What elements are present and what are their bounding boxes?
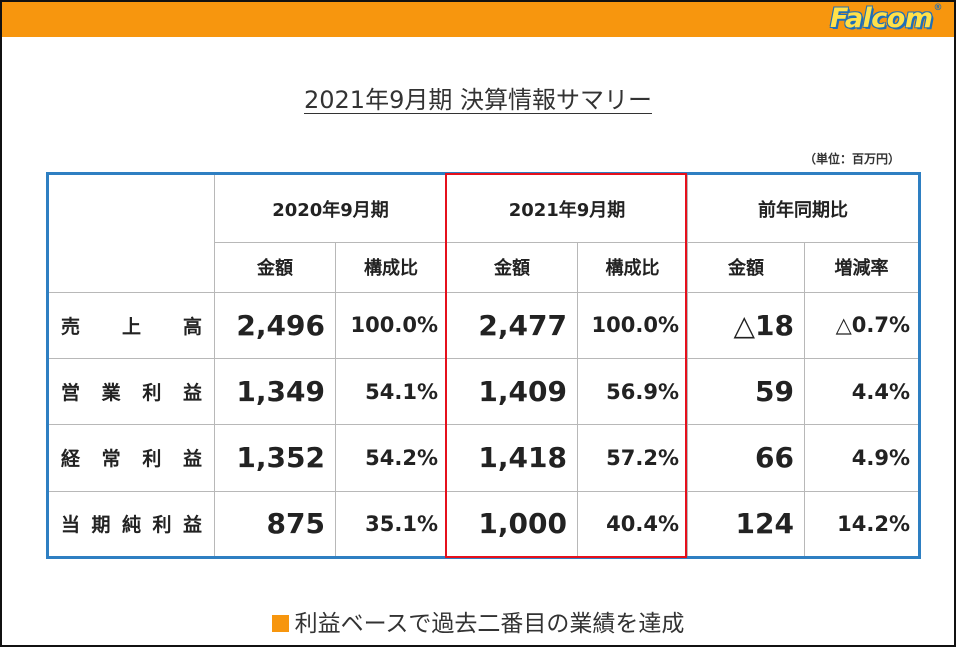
ratio-cell: 56.9% [577,357,688,426]
group-header-2020: 2020年9月期 [214,172,447,244]
sub-header-cell: 構成比 [577,242,688,293]
row-label: 売上高 [47,291,215,359]
ratio-cell: 4.4% [804,357,920,426]
summary-table-wrapper: 2020年9月期 2021年9月期 前年同期比 金額 構成比 金額 構成比 金額… [46,172,921,559]
logo-registered-mark: ® [933,3,943,13]
row-label: 経常利益 [47,424,215,492]
footer-note-text: 利益ベースで過去二番目の業績を達成 [294,611,685,637]
amount-cell: 2,496 [214,291,336,359]
ratio-cell: 100.0% [335,291,447,359]
page-title-text: 2021年9月期 決算情報サマリー [304,86,652,114]
amount-cell: 875 [214,490,336,559]
ratio-cell: 35.1% [335,490,447,559]
group-header-yoy: 前年同期比 [687,172,920,244]
table-row: 売上高 2,496 100.0% 2,477 100.0% △18 △0.7% [47,291,920,359]
ratio-cell: 54.1% [335,357,447,426]
ratio-cell: 57.2% [577,424,688,492]
table-row: 経常利益 1,352 54.2% 1,418 57.2% 66 4.9% [47,424,920,492]
ratio-cell: 4.9% [804,424,920,492]
amount-cell: 1,349 [214,357,336,426]
ratio-cell: △0.7% [804,291,920,359]
sub-header-cell: 金額 [214,242,336,293]
amount-cell: 66 [687,424,805,492]
falcom-logo: Falcom® [830,3,942,34]
corner-cell [47,173,215,293]
sub-header-cell: 増減率 [804,242,920,293]
page-title: 2021年9月期 決算情報サマリー [0,80,956,115]
group-header-row: 2020年9月期 2021年9月期 前年同期比 [47,172,920,293]
amount-cell: 1,000 [446,490,578,559]
ratio-cell: 54.2% [335,424,447,492]
amount-cell: 59 [687,357,805,426]
row-label: 当期純利益 [47,490,215,559]
sub-header-cell: 金額 [446,242,578,293]
top-bar: Falcom® [0,0,956,37]
amount-cell: 1,418 [446,424,578,492]
ratio-cell: 40.4% [577,490,688,559]
sub-header-cell: 構成比 [335,242,447,293]
amount-cell: △18 [687,291,805,359]
row-label: 営業利益 [47,357,215,426]
group-header-2021: 2021年9月期 [446,172,688,244]
table-row: 営業利益 1,349 54.1% 1,409 56.9% 59 4.4% [47,357,920,426]
logo-text: Falcom [829,3,933,34]
amount-cell: 124 [687,490,805,559]
ratio-cell: 100.0% [577,291,688,359]
unit-note: （単位：百万円） [803,152,900,166]
amount-cell: 2,477 [446,291,578,359]
amount-cell: 1,352 [214,424,336,492]
footer-note: 利益ベースで過去二番目の業績を達成 [0,604,956,638]
summary-table: 2020年9月期 2021年9月期 前年同期比 金額 構成比 金額 構成比 金額… [46,172,921,559]
amount-cell: 1,409 [446,357,578,426]
ratio-cell: 14.2% [804,490,920,559]
sub-header-cell: 金額 [687,242,805,293]
table-row: 当期純利益 875 35.1% 1,000 40.4% 124 14.2% [47,490,920,559]
sub-header-row: 金額 構成比 金額 構成比 金額 増減率 [48,242,920,293]
orange-square-bullet-icon [271,615,289,632]
